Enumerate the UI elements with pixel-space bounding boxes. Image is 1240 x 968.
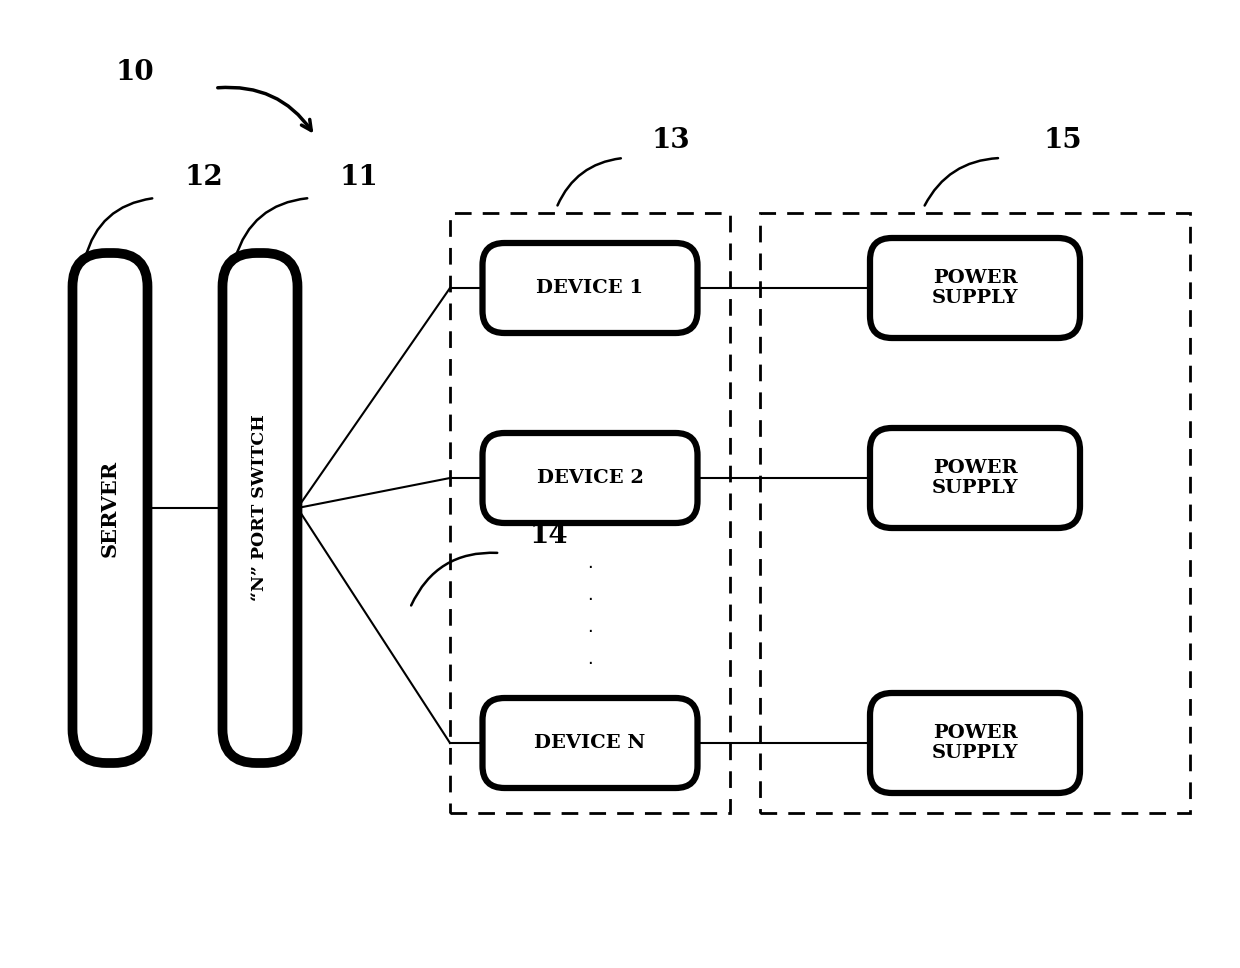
Text: 13: 13 bbox=[651, 127, 691, 154]
FancyBboxPatch shape bbox=[870, 693, 1080, 793]
Text: 10: 10 bbox=[115, 59, 154, 86]
Text: 12: 12 bbox=[185, 164, 223, 191]
Text: POWER
SUPPLY: POWER SUPPLY bbox=[931, 459, 1018, 498]
Text: POWER
SUPPLY: POWER SUPPLY bbox=[931, 724, 1018, 763]
Text: 15: 15 bbox=[1044, 127, 1083, 154]
Bar bbox=[450, 213, 730, 813]
FancyBboxPatch shape bbox=[222, 253, 298, 763]
Text: 11: 11 bbox=[340, 164, 378, 191]
FancyBboxPatch shape bbox=[870, 238, 1080, 338]
FancyBboxPatch shape bbox=[482, 243, 697, 333]
Text: 14: 14 bbox=[529, 522, 569, 549]
Bar bbox=[760, 213, 1190, 813]
Text: DEVICE N: DEVICE N bbox=[534, 734, 646, 752]
Text: DEVICE 1: DEVICE 1 bbox=[537, 279, 644, 297]
Text: .
.
.
.: . . . . bbox=[587, 554, 593, 668]
FancyBboxPatch shape bbox=[72, 253, 148, 763]
FancyBboxPatch shape bbox=[482, 698, 697, 788]
Text: “N” PORT SWITCH: “N” PORT SWITCH bbox=[252, 414, 269, 601]
FancyBboxPatch shape bbox=[482, 433, 697, 523]
Text: POWER
SUPPLY: POWER SUPPLY bbox=[931, 268, 1018, 308]
Text: DEVICE 2: DEVICE 2 bbox=[537, 469, 644, 487]
FancyBboxPatch shape bbox=[870, 428, 1080, 528]
Text: SERVER: SERVER bbox=[100, 460, 120, 557]
